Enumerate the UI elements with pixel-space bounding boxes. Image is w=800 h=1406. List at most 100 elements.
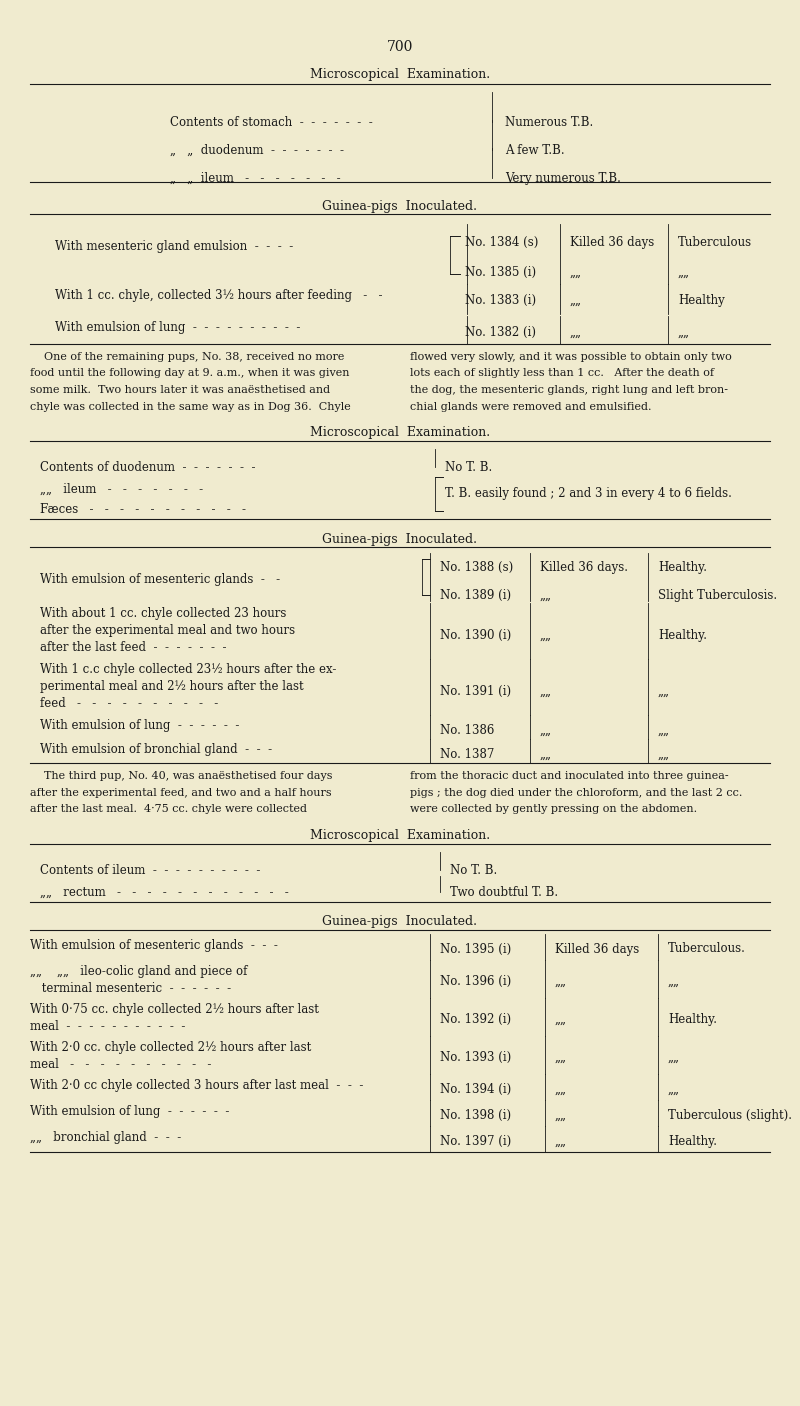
Text: No. 1394 (i): No. 1394 (i) <box>440 1083 511 1095</box>
Text: With emulsion of lung  -  -  -  -  -  -: With emulsion of lung - - - - - - <box>40 718 239 733</box>
Text: With 2·0 cc. chyle collected 2½ hours after last: With 2·0 cc. chyle collected 2½ hours af… <box>30 1040 311 1053</box>
Text: No. 1392 (i): No. 1392 (i) <box>440 1012 511 1025</box>
Text: „„: „„ <box>555 1012 567 1025</box>
Text: „„: „„ <box>668 1083 680 1095</box>
Text: „„: „„ <box>678 266 690 278</box>
Text: some milk.  Two hours later it was anaësthetised and: some milk. Two hours later it was anaëst… <box>30 385 330 395</box>
Text: A few T.B.: A few T.B. <box>505 143 565 157</box>
Text: Contents of ileum  -  -  -  -  -  -  -  -  -  -: Contents of ileum - - - - - - - - - - <box>40 863 260 876</box>
Text: With 0·75 cc. chyle collected 2½ hours after last: With 0·75 cc. chyle collected 2½ hours a… <box>30 1002 319 1015</box>
Text: No. 1384 (s): No. 1384 (s) <box>465 236 538 249</box>
Text: With 1 cc. chyle, collected 3½ hours after feeding   -   -: With 1 cc. chyle, collected 3½ hours aft… <box>55 290 382 302</box>
Text: „„   rectum   -   -   -   -   -   -   -   -   -   -   -   -: „„ rectum - - - - - - - - - - - - <box>40 886 289 898</box>
Text: No. 1393 (i): No. 1393 (i) <box>440 1050 511 1063</box>
Text: Microscopical  Examination.: Microscopical Examination. <box>310 828 490 842</box>
Text: Guinea-pigs  Inoculated.: Guinea-pigs Inoculated. <box>322 200 478 212</box>
Text: Two doubtful T. B.: Two doubtful T. B. <box>450 886 558 898</box>
Text: from the thoracic duct and inoculated into three guinea-: from the thoracic duct and inoculated in… <box>410 770 729 780</box>
Text: „„: „„ <box>668 1050 680 1063</box>
Text: No. 1388 (s): No. 1388 (s) <box>440 561 514 574</box>
Text: Guinea-pigs  Inoculated.: Guinea-pigs Inoculated. <box>322 915 478 928</box>
Text: Slight Tuberculosis.: Slight Tuberculosis. <box>658 589 777 602</box>
Text: Killed 36 days: Killed 36 days <box>555 942 639 956</box>
Text: „„: „„ <box>540 685 552 697</box>
Text: meal  -  -  -  -  -  -  -  -  -  -  -: meal - - - - - - - - - - - <box>30 1019 186 1032</box>
Text: „„: „„ <box>668 974 680 987</box>
Text: With emulsion of mesenteric glands  -  -  -: With emulsion of mesenteric glands - - - <box>30 938 278 952</box>
Text: „„: „„ <box>570 294 582 307</box>
Text: food until the following day at 9. a.m., when it was given: food until the following day at 9. a.m.,… <box>30 368 350 378</box>
Text: „„    „„   ileo-colic gland and piece of: „„ „„ ileo-colic gland and piece of <box>30 965 247 977</box>
Text: Killed 36 days.: Killed 36 days. <box>540 561 628 574</box>
Text: „„: „„ <box>678 326 690 339</box>
Text: No. 1385 (i): No. 1385 (i) <box>465 266 536 278</box>
Text: With emulsion of lung  -  -  -  -  -  -  -  -  -  -: With emulsion of lung - - - - - - - - - … <box>55 321 300 335</box>
Text: „„: „„ <box>555 974 567 987</box>
Text: Guinea-pigs  Inoculated.: Guinea-pigs Inoculated. <box>322 533 478 546</box>
Text: „„: „„ <box>658 685 670 697</box>
Text: Healthy.: Healthy. <box>658 628 707 641</box>
Text: were collected by gently pressing on the abdomen.: were collected by gently pressing on the… <box>410 804 697 814</box>
Text: The third pup, No. 40, was anaësthetised four days: The third pup, No. 40, was anaësthetised… <box>30 770 333 780</box>
Text: No. 1383 (i): No. 1383 (i) <box>465 294 536 307</box>
Text: Healthy.: Healthy. <box>668 1012 717 1025</box>
Text: Tuberculous: Tuberculous <box>678 236 752 249</box>
Text: „„: „„ <box>540 724 552 737</box>
Text: feed   -   -   -   -   -   -   -   -   -   -: feed - - - - - - - - - - <box>40 697 218 710</box>
Text: „„: „„ <box>658 724 670 737</box>
Text: „   „  ileum   -   -   -   -   -   -   -: „ „ ileum - - - - - - - <box>170 172 341 186</box>
Text: No. 1398 (i): No. 1398 (i) <box>440 1108 511 1122</box>
Text: One of the remaining pups, No. 38, received no more: One of the remaining pups, No. 38, recei… <box>30 352 344 361</box>
Text: „„: „„ <box>540 748 552 761</box>
Text: „„: „„ <box>555 1108 567 1122</box>
Text: 700: 700 <box>387 39 413 53</box>
Text: Fæces   -   -   -   -   -   -   -   -   -   -   -: Fæces - - - - - - - - - - - <box>40 503 246 516</box>
Text: No. 1387: No. 1387 <box>440 748 494 761</box>
Text: T. B. easily found ; 2 and 3 in every 4 to 6 fields.: T. B. easily found ; 2 and 3 in every 4 … <box>445 486 732 501</box>
Text: „„: „„ <box>540 589 552 602</box>
Text: No. 1396 (i): No. 1396 (i) <box>440 974 511 987</box>
Text: With mesenteric gland emulsion  -  -  -  -: With mesenteric gland emulsion - - - - <box>55 240 294 253</box>
Text: Contents of stomach  -  -  -  -  -  -  -: Contents of stomach - - - - - - - <box>170 117 373 129</box>
Text: „„   ileum   -   -   -   -   -   -   -: „„ ileum - - - - - - - <box>40 484 203 496</box>
Text: Healthy.: Healthy. <box>658 561 707 574</box>
Text: „„: „„ <box>555 1135 567 1147</box>
Text: With emulsion of lung  -  -  -  -  -  -: With emulsion of lung - - - - - - <box>30 1105 230 1118</box>
Text: No T. B.: No T. B. <box>445 461 492 474</box>
Text: „   „  duodenum  -  -  -  -  -  -  -: „ „ duodenum - - - - - - - <box>170 143 344 157</box>
Text: chyle was collected in the same way as in Dog 36.  Chyle: chyle was collected in the same way as i… <box>30 402 350 412</box>
Text: With emulsion of mesenteric glands  -   -: With emulsion of mesenteric glands - - <box>40 574 280 586</box>
Text: perimental meal and 2½ hours after the last: perimental meal and 2½ hours after the l… <box>40 681 304 693</box>
Text: „„   bronchial gland  -  -  -: „„ bronchial gland - - - <box>30 1130 182 1143</box>
Text: „„: „„ <box>570 326 582 339</box>
Text: after the experimental meal and two hours: after the experimental meal and two hour… <box>40 624 295 637</box>
Text: „„: „„ <box>555 1050 567 1063</box>
Text: No. 1395 (i): No. 1395 (i) <box>440 942 511 956</box>
Text: „„: „„ <box>540 628 552 641</box>
Text: „„: „„ <box>555 1083 567 1095</box>
Text: With 1 c.c chyle collected 23½ hours after the ex-: With 1 c.c chyle collected 23½ hours aft… <box>40 664 336 676</box>
Text: Contents of duodenum  -  -  -  -  -  -  -: Contents of duodenum - - - - - - - <box>40 461 255 474</box>
Text: Very numerous T.B.: Very numerous T.B. <box>505 172 621 186</box>
Text: after the last feed  -  -  -  -  -  -  -: after the last feed - - - - - - - <box>40 641 226 654</box>
Text: No. 1389 (i): No. 1389 (i) <box>440 589 511 602</box>
Text: No T. B.: No T. B. <box>450 863 498 876</box>
Text: No. 1391 (i): No. 1391 (i) <box>440 685 511 697</box>
Text: With 2·0 cc chyle collected 3 hours after last meal  -  -  -: With 2·0 cc chyle collected 3 hours afte… <box>30 1078 363 1091</box>
Text: lots each of slightly less than 1 cc.   After the death of: lots each of slightly less than 1 cc. Af… <box>410 368 714 378</box>
Text: No. 1397 (i): No. 1397 (i) <box>440 1135 511 1147</box>
Text: Killed 36 days: Killed 36 days <box>570 236 654 249</box>
Text: Tuberculous (slight).: Tuberculous (slight). <box>668 1108 792 1122</box>
Text: „„: „„ <box>658 748 670 761</box>
Text: Healthy.: Healthy. <box>668 1135 717 1147</box>
Text: terminal mesenteric  -  -  -  -  -  -: terminal mesenteric - - - - - - <box>30 981 231 994</box>
Text: „„: „„ <box>570 266 582 278</box>
Text: after the last meal.  4·75 cc. chyle were collected: after the last meal. 4·75 cc. chyle were… <box>30 804 307 814</box>
Text: Numerous T.B.: Numerous T.B. <box>505 117 594 129</box>
Text: No. 1382 (i): No. 1382 (i) <box>465 326 536 339</box>
Text: No. 1390 (i): No. 1390 (i) <box>440 628 511 641</box>
Text: chial glands were removed and emulsified.: chial glands were removed and emulsified… <box>410 402 651 412</box>
Text: With emulsion of bronchial gland  -  -  -: With emulsion of bronchial gland - - - <box>40 742 272 756</box>
Text: the dog, the mesenteric glands, right lung and left bron-: the dog, the mesenteric glands, right lu… <box>410 385 728 395</box>
Text: No. 1386: No. 1386 <box>440 724 494 737</box>
